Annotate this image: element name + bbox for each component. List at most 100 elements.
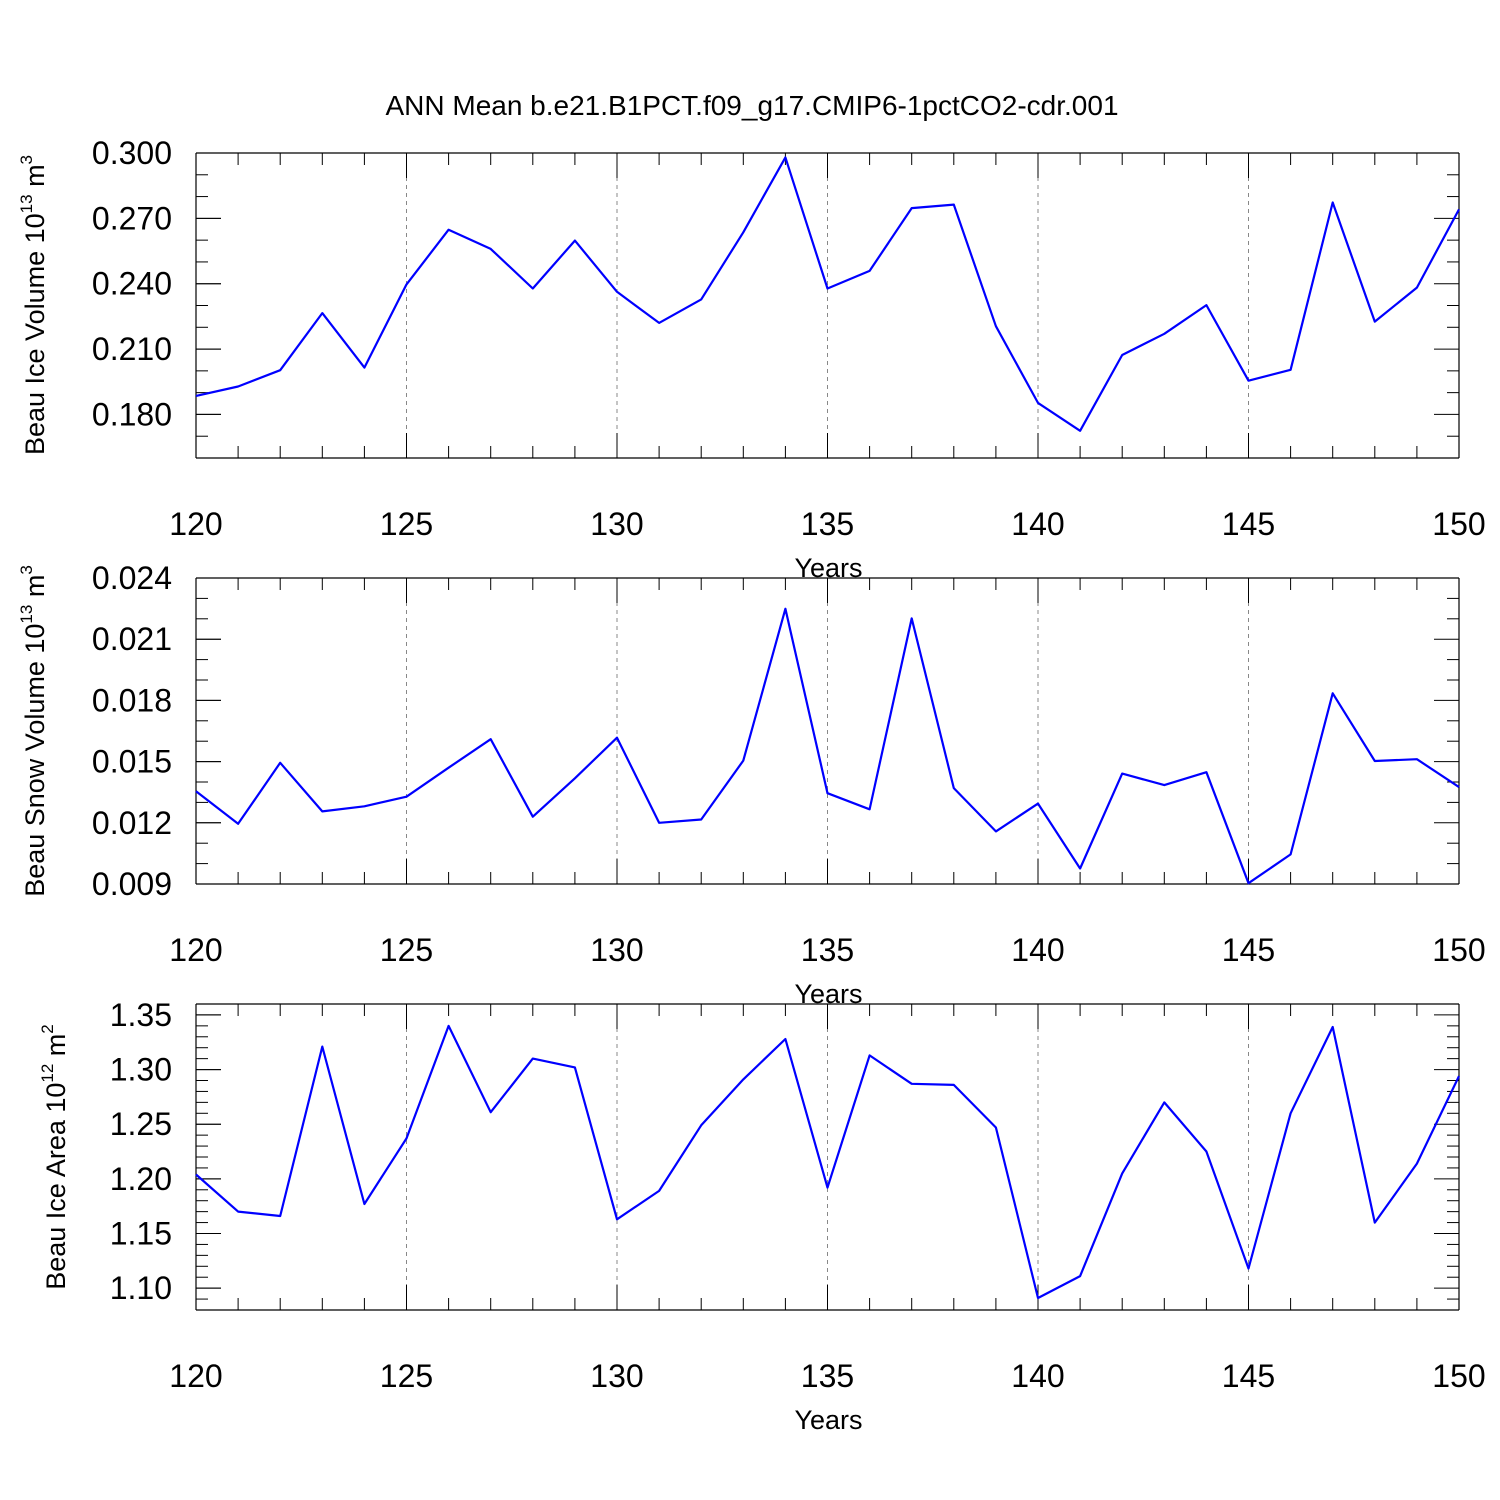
x-tick-label: 150 xyxy=(1432,506,1485,542)
x-tick-label: 125 xyxy=(380,1358,433,1394)
y-axis-label-exponent: 13 xyxy=(17,605,36,624)
panel-snow-volume: 120 125 130 135 140 145 150 0.009 0.012 0.015 0.01… xyxy=(17,560,1486,1009)
y-axis-label-exponent: 13 xyxy=(17,194,36,213)
y-tick-label: 0.300 xyxy=(92,135,172,171)
x-tick-label: 150 xyxy=(1432,1358,1485,1394)
data-point xyxy=(1162,783,1166,787)
data-point xyxy=(910,206,914,210)
data-point xyxy=(194,394,198,398)
data-point xyxy=(1162,332,1166,336)
data-point xyxy=(278,1214,282,1218)
x-tick-label: 125 xyxy=(380,932,433,968)
data-point xyxy=(783,155,787,159)
data-point xyxy=(278,761,282,765)
y-axis-label-unit-exponent: 3 xyxy=(17,155,36,164)
y-axis-label: Beau Ice Volume 1013 m3 xyxy=(17,155,50,455)
data-point xyxy=(741,759,745,763)
data-point xyxy=(699,818,703,822)
data-point xyxy=(1204,1150,1208,1154)
y-tick-label: 1.20 xyxy=(110,1161,172,1197)
data-point xyxy=(194,1172,198,1176)
data-point xyxy=(826,1186,830,1190)
y-axis-label-base: Beau Snow Volume 10 xyxy=(20,624,50,897)
data-point xyxy=(1120,353,1124,357)
data-point xyxy=(405,282,409,286)
data-point xyxy=(1078,429,1082,433)
data-point xyxy=(1120,1171,1124,1175)
y-axis-label: Beau Snow Volume 1013 m3 xyxy=(17,565,50,897)
data-point xyxy=(868,1053,872,1057)
data-point xyxy=(868,807,872,811)
data-point xyxy=(657,1189,661,1193)
data-point xyxy=(826,791,830,795)
series-line xyxy=(195,607,1460,885)
data-point xyxy=(741,1077,745,1081)
data-point xyxy=(236,822,240,826)
data-point xyxy=(868,269,872,273)
y-axis-label-exponent: 12 xyxy=(38,1064,57,1083)
data-point xyxy=(573,239,577,243)
data-point xyxy=(1457,1074,1461,1078)
y-axis-label: Beau Ice Area 1012 m2 xyxy=(38,1024,71,1290)
x-tick-label: 135 xyxy=(801,506,854,542)
y-tick-label: 0.012 xyxy=(92,805,172,841)
data-point xyxy=(236,1210,240,1214)
data-point xyxy=(994,829,998,833)
x-tick-label: 140 xyxy=(1011,1358,1064,1394)
data-point xyxy=(615,736,619,740)
y-axis-label-unit-exponent: 2 xyxy=(38,1024,57,1033)
data-point xyxy=(994,324,998,328)
x-tick-label: 145 xyxy=(1222,1358,1275,1394)
y-tick-label: 0.270 xyxy=(92,200,172,236)
data-point xyxy=(1247,881,1251,885)
data-point xyxy=(657,321,661,325)
x-axis-label: Years xyxy=(794,1405,862,1435)
data-point xyxy=(1036,401,1040,405)
y-axis-label-unit: m xyxy=(41,1034,71,1064)
data-point xyxy=(994,1125,998,1129)
y-axis-label-unit-exponent: 3 xyxy=(17,565,36,574)
data-point xyxy=(194,789,198,793)
x-tick-label: 120 xyxy=(169,506,222,542)
data-point xyxy=(1415,286,1419,290)
data-point xyxy=(1415,757,1419,761)
data-point xyxy=(783,1037,787,1041)
x-tick-label: 130 xyxy=(590,1358,643,1394)
y-tick-label: 0.024 xyxy=(92,560,172,596)
data-point xyxy=(1078,1274,1082,1278)
data-point xyxy=(1331,200,1335,204)
y-axis-label-unit: m xyxy=(20,164,50,194)
data-point xyxy=(447,766,451,770)
data-point xyxy=(489,247,493,251)
data-point xyxy=(1036,802,1040,806)
panel-ice-volume: 120 125 130 135 140 145 150 0.180 0.210 0.240 0.27… xyxy=(17,135,1486,583)
data-point xyxy=(531,1057,535,1061)
y-axis-label-unit: m xyxy=(20,575,50,605)
data-point xyxy=(531,287,535,291)
data-point xyxy=(1078,866,1082,870)
x-tick-label: 130 xyxy=(590,506,643,542)
y-axis-label-base: Beau Ice Volume 10 xyxy=(20,213,50,455)
data-point xyxy=(1162,1100,1166,1104)
data-point xyxy=(1289,1111,1293,1115)
data-point xyxy=(320,809,324,813)
data-point xyxy=(826,287,830,291)
data-point xyxy=(1373,1221,1377,1225)
data-point xyxy=(278,368,282,372)
data-point xyxy=(236,385,240,389)
data-point xyxy=(1373,320,1377,324)
data-point xyxy=(1120,772,1124,776)
data-point xyxy=(320,1045,324,1049)
data-point xyxy=(657,821,661,825)
panel-ice-area: 120 125 130 135 140 145 150 1.10 1.15 1.20 1.25 1.3… xyxy=(38,997,1486,1435)
series-line xyxy=(195,1024,1460,1300)
y-tick-label: 0.015 xyxy=(92,744,172,780)
data-point xyxy=(1331,691,1335,695)
data-point xyxy=(1204,770,1208,774)
y-tick-label: 0.240 xyxy=(92,266,172,302)
data-point xyxy=(1415,1162,1419,1166)
y-tick-label: 0.018 xyxy=(92,682,172,718)
data-point xyxy=(699,297,703,301)
y-tick-label: 1.15 xyxy=(110,1216,172,1252)
data-point xyxy=(362,366,366,370)
